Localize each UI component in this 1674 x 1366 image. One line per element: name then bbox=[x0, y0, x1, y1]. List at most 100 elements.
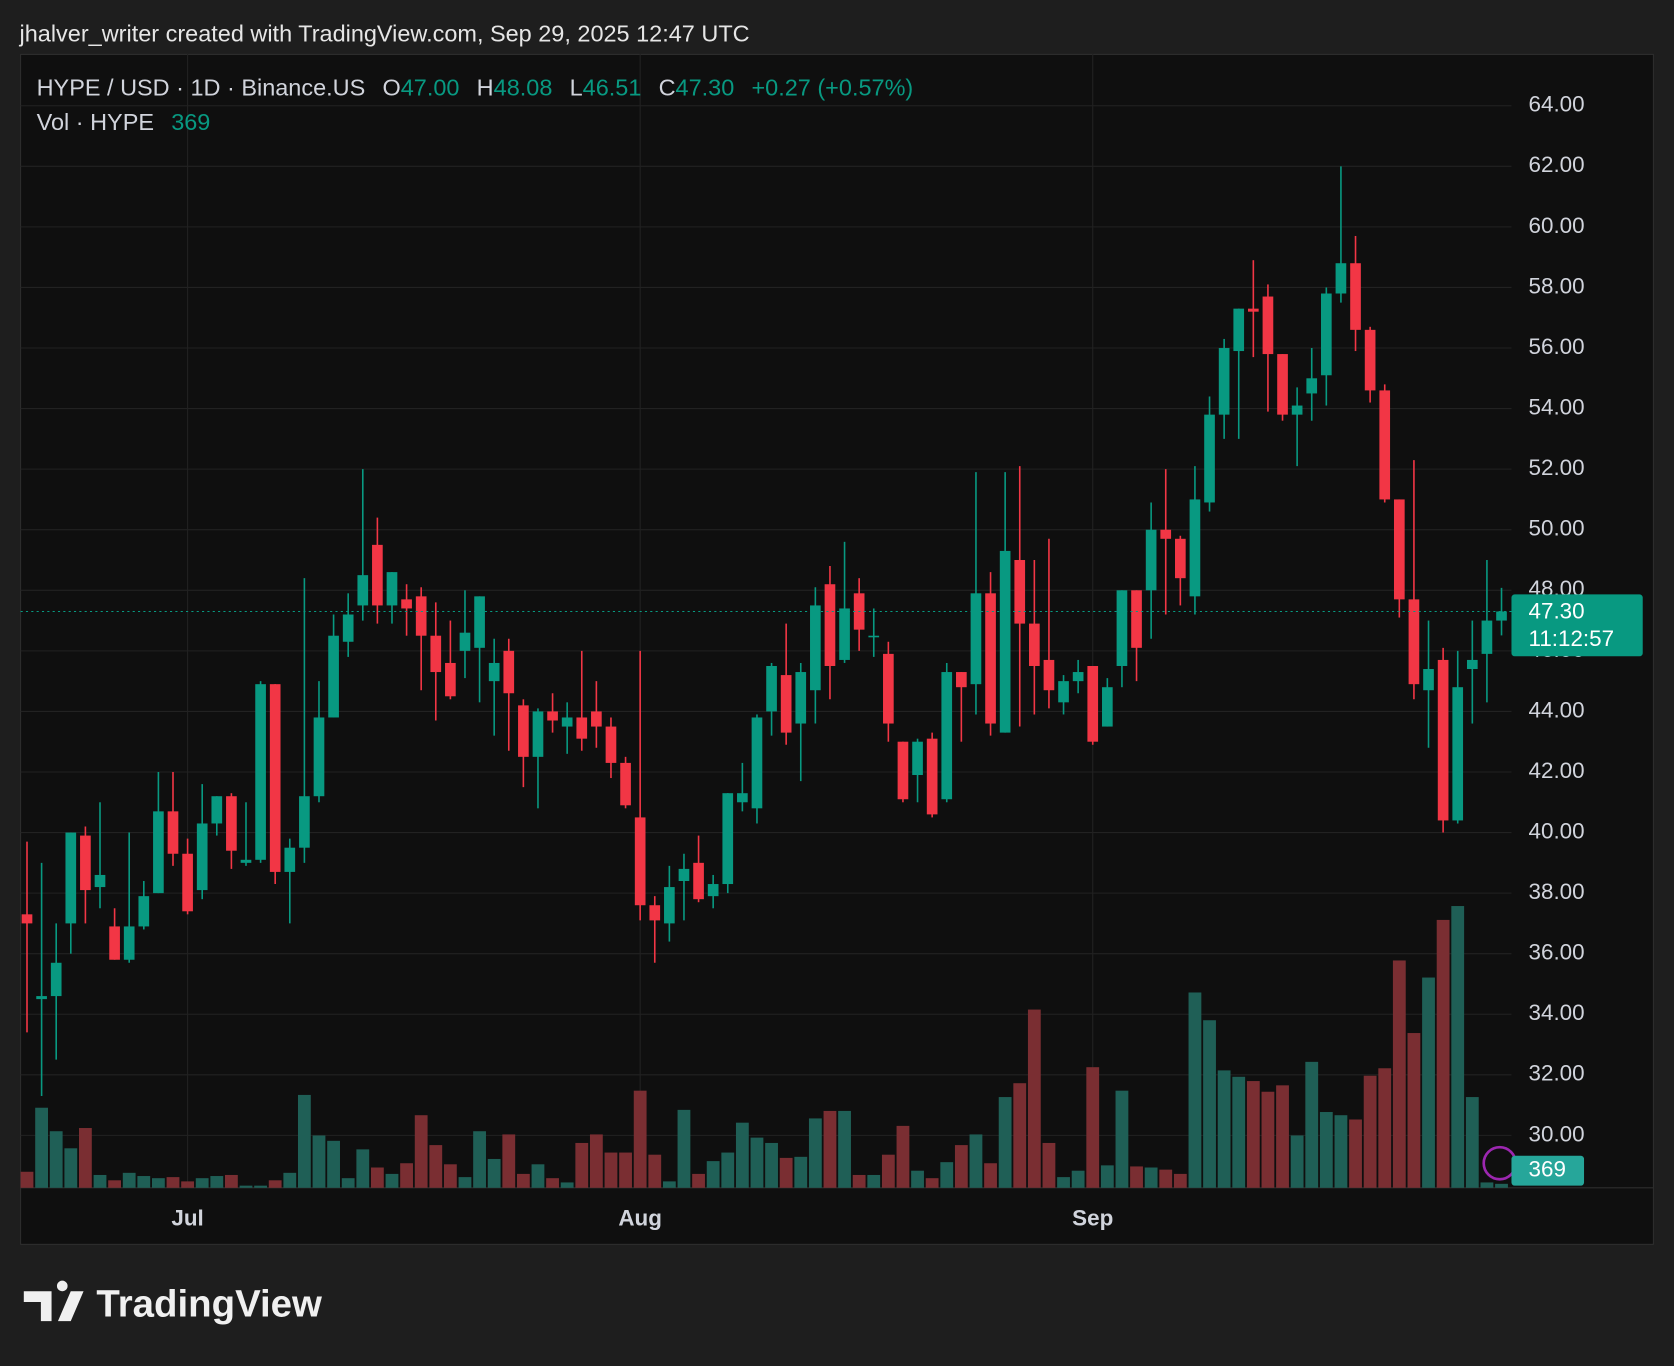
candle-body bbox=[707, 884, 719, 897]
candle-body bbox=[897, 741, 909, 800]
candle-body bbox=[284, 847, 296, 872]
volume-bar bbox=[1451, 906, 1465, 1188]
candle-body bbox=[445, 662, 456, 697]
volume-bar bbox=[954, 1145, 968, 1188]
candle-body bbox=[751, 717, 763, 809]
volume-bar bbox=[443, 1164, 457, 1188]
volume-bar bbox=[400, 1163, 413, 1188]
candle-body bbox=[372, 544, 383, 606]
volume-bar bbox=[808, 1118, 822, 1188]
volume-bar bbox=[414, 1115, 428, 1188]
brand-name: TradingView bbox=[96, 1282, 322, 1325]
candle-body bbox=[605, 726, 617, 763]
volume-bar bbox=[1130, 1166, 1143, 1188]
candle-body bbox=[1174, 538, 1186, 579]
brand-logo bbox=[23, 1280, 84, 1322]
volume-tag-label: 369 bbox=[1529, 1157, 1566, 1182]
candle-body bbox=[386, 572, 398, 606]
last-price-label: 47.30 bbox=[1529, 598, 1585, 623]
volume-bar bbox=[998, 1097, 1012, 1188]
volume-bar bbox=[706, 1161, 720, 1188]
candle-body bbox=[780, 675, 792, 733]
candle-body bbox=[1145, 529, 1157, 591]
volume-title: Vol · HYPE bbox=[37, 109, 154, 135]
volume-bar bbox=[531, 1164, 545, 1188]
candle-body bbox=[1408, 599, 1420, 685]
volume-bar bbox=[356, 1149, 370, 1188]
low-letter: L bbox=[570, 75, 583, 101]
y-tick-label: 60.00 bbox=[1529, 213, 1585, 238]
volume-bar bbox=[473, 1131, 486, 1188]
volume-bar bbox=[1013, 1083, 1027, 1188]
candle-body bbox=[634, 817, 646, 906]
candle-body bbox=[591, 711, 602, 727]
candle-body bbox=[810, 605, 821, 691]
candle-body bbox=[240, 859, 252, 863]
volume-bar bbox=[1290, 1135, 1304, 1188]
volume-bar bbox=[1480, 1182, 1494, 1188]
volume-bar bbox=[195, 1178, 209, 1188]
candle-body bbox=[1233, 308, 1245, 352]
candle-body bbox=[65, 832, 77, 924]
y-tick-label: 56.00 bbox=[1529, 334, 1585, 359]
candle-body bbox=[1306, 378, 1318, 394]
close-value: 47.30 bbox=[676, 75, 735, 101]
candle-body bbox=[576, 717, 588, 739]
volume-bar bbox=[619, 1152, 632, 1188]
candle-body bbox=[1423, 669, 1434, 691]
candle-body bbox=[196, 823, 208, 891]
candle-body bbox=[474, 596, 485, 648]
volume-bar bbox=[750, 1137, 764, 1188]
candle-body bbox=[503, 650, 515, 694]
change: +0.27 (+0.57%) bbox=[751, 75, 913, 101]
volume-bar bbox=[385, 1173, 399, 1188]
candle-body bbox=[868, 635, 880, 638]
candle-body bbox=[1087, 665, 1099, 742]
volume-bar bbox=[64, 1148, 78, 1188]
volume-bar bbox=[458, 1177, 472, 1188]
candle-body bbox=[328, 635, 339, 718]
volume-bar bbox=[283, 1172, 297, 1188]
volume-bar bbox=[721, 1152, 735, 1188]
low-value: 46.51 bbox=[583, 75, 642, 101]
candle-body bbox=[1014, 560, 1026, 624]
candle-body bbox=[1116, 590, 1128, 666]
volume-bar bbox=[1173, 1173, 1187, 1188]
volume-bar bbox=[1159, 1169, 1173, 1188]
candle-body bbox=[94, 874, 106, 888]
candle-body bbox=[269, 684, 281, 872]
volume-bar bbox=[341, 1178, 355, 1188]
volume-bar bbox=[166, 1177, 180, 1188]
volume-bar bbox=[969, 1134, 983, 1188]
candle-body bbox=[1496, 611, 1507, 621]
candle-body bbox=[999, 550, 1011, 733]
candle-body bbox=[1277, 354, 1288, 415]
candle-body bbox=[36, 996, 47, 1000]
volume-bar bbox=[692, 1173, 705, 1188]
volume-value: 369 bbox=[171, 109, 210, 135]
candle-body bbox=[532, 711, 544, 757]
candle-body bbox=[1452, 687, 1464, 821]
volume-bar bbox=[911, 1170, 924, 1188]
volume-bar bbox=[487, 1158, 501, 1188]
volume-bar bbox=[1495, 1183, 1508, 1188]
candle-body bbox=[123, 926, 135, 960]
volume-bar bbox=[224, 1174, 238, 1188]
volume-bar bbox=[1349, 1119, 1362, 1188]
volume-bar bbox=[1057, 1177, 1070, 1188]
volume-bar bbox=[151, 1178, 165, 1188]
candle-body bbox=[80, 835, 91, 891]
volume-bar bbox=[297, 1094, 311, 1188]
volume-bar bbox=[210, 1176, 224, 1188]
candle-body bbox=[678, 868, 690, 882]
candle-body bbox=[1189, 499, 1201, 597]
candle-body bbox=[1291, 405, 1303, 415]
candle-body bbox=[722, 793, 734, 885]
candle-body bbox=[956, 672, 967, 688]
candle-body bbox=[182, 853, 193, 912]
volume-legend: Vol · HYPE 369 bbox=[37, 109, 211, 135]
volume-bar bbox=[896, 1125, 910, 1188]
volume-bar bbox=[20, 1171, 34, 1188]
candle-body bbox=[459, 632, 471, 651]
candle-body bbox=[926, 738, 938, 815]
